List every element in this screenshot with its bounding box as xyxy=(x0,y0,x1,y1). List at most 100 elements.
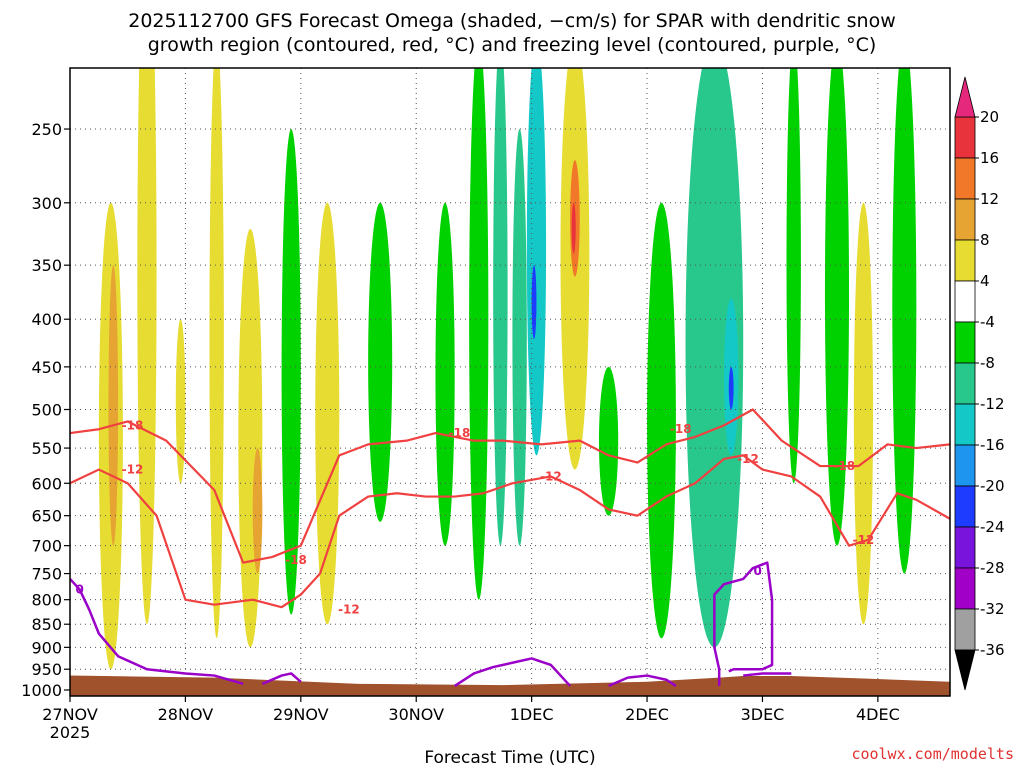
y-tick-label: 550 xyxy=(31,439,62,458)
x-tick-label: 30NOV xyxy=(388,705,444,724)
colorbar-label: -20 xyxy=(980,477,1005,495)
colorbar-bin xyxy=(954,444,976,487)
x-tick-label: 28NOV xyxy=(158,705,214,724)
colorbar-bin xyxy=(954,280,976,323)
contour-label: -18 xyxy=(285,553,307,567)
y-tick-label: 400 xyxy=(31,310,62,329)
title-line-2: growth region (contoured, red, °C) and f… xyxy=(148,34,877,56)
omega-feature xyxy=(209,68,224,639)
contour-label: 0 xyxy=(753,564,761,578)
colorbar-bin xyxy=(954,608,976,651)
omega-feature xyxy=(493,68,508,546)
plot-frame xyxy=(69,67,951,697)
freezing-contour-line xyxy=(713,561,774,686)
colorbar-bin xyxy=(954,198,976,241)
contour-label: -12 xyxy=(737,452,759,466)
y-tick-label: 300 xyxy=(31,194,62,213)
y-axis: 250 300 350 400 450 500 550 600 650 700 750 800 850 9… xyxy=(21,120,70,700)
omega-shading xyxy=(98,68,917,670)
colorbar-label: -4 xyxy=(980,313,995,331)
omega-feature xyxy=(824,68,850,546)
y-tick-label: 250 xyxy=(31,120,62,139)
y-tick-label: 650 xyxy=(31,507,62,526)
colorbar-label: 16 xyxy=(980,149,999,167)
colorbar-bin xyxy=(954,362,976,405)
colorbar-over-arrow xyxy=(954,76,976,118)
omega-feature xyxy=(531,265,537,339)
y-tick-label: 450 xyxy=(31,358,62,377)
freezing-contour-line xyxy=(454,657,572,687)
colorbar-bin xyxy=(954,526,976,569)
x-tick-label: 4DEC xyxy=(856,705,900,724)
contour-label: -12 xyxy=(338,603,360,617)
omega-feature xyxy=(685,68,744,648)
ground-surface xyxy=(70,675,950,696)
colorbar-bin xyxy=(954,321,976,364)
contour-label: -12 xyxy=(853,533,875,547)
colorbar-under-arrow xyxy=(954,649,976,691)
omega-feature xyxy=(281,129,301,615)
omega-feature xyxy=(647,202,676,639)
y-tick-label: 800 xyxy=(31,591,62,610)
omega-feature xyxy=(368,202,393,522)
omega-feature xyxy=(571,202,576,254)
omega-feature xyxy=(108,265,119,546)
omega-feature xyxy=(238,228,263,648)
contour-label: -18 xyxy=(670,422,692,436)
contour-label: -12 xyxy=(540,469,562,483)
omega-feature xyxy=(598,366,619,516)
freezing-contour-line xyxy=(70,578,244,686)
y-tick-label: 500 xyxy=(31,401,62,420)
y-tick-label: 950 xyxy=(31,660,62,679)
x-tick-label: 2DEC xyxy=(625,705,669,724)
contours: -18 -12 -18 -12 -18 -12 -18 -12 -18 -12 0 0 xyxy=(70,408,950,688)
omega-feature xyxy=(252,448,263,574)
colorbar: 20 16 12 8 4 -4 -8 -12 -16 -20 -24 -28 -32 -36 xyxy=(954,76,1005,691)
contour-label: -18 xyxy=(833,459,855,473)
omega-feature xyxy=(175,319,186,484)
colorbar-bin xyxy=(954,157,976,200)
y-tick-label: 1000 xyxy=(21,681,62,700)
omega-feature xyxy=(853,202,874,625)
dendritic-contour-line xyxy=(70,454,950,609)
colorbar-label: -12 xyxy=(980,395,1005,413)
x-tick-label: 29NOV xyxy=(273,705,329,724)
title-line-1: 2025112700 GFS Forecast Omega (shaded, −… xyxy=(128,10,896,32)
y-tick-label: 600 xyxy=(31,474,62,493)
dendritic-contour-line xyxy=(70,408,950,564)
contour-label: 0 xyxy=(75,582,83,596)
y-tick-label: 750 xyxy=(31,565,62,584)
colorbar-label: -32 xyxy=(980,600,1005,618)
freezing-contour-line xyxy=(261,672,302,686)
x-tick-label: 1DEC xyxy=(510,705,554,724)
x-axis-label: Forecast Time (UTC) xyxy=(424,748,595,768)
contour-label: -18 xyxy=(122,418,144,432)
y-tick-label: 900 xyxy=(31,638,62,657)
credit-text[interactable]: coolwx.com/modelts xyxy=(851,745,1014,763)
ground-fill xyxy=(70,675,950,696)
colorbar-label: -16 xyxy=(980,436,1005,454)
x-tick-sublabel: 2025 xyxy=(50,723,91,742)
y-tick-label: 850 xyxy=(31,615,62,634)
colorbar-label: 8 xyxy=(980,231,990,249)
colorbar-bin xyxy=(954,567,976,610)
x-tick-label: 3DEC xyxy=(741,705,785,724)
omega-feature xyxy=(786,68,801,484)
y-tick-label: 350 xyxy=(31,256,62,275)
colorbar-bin xyxy=(954,403,976,446)
colorbar-label: -8 xyxy=(980,354,995,372)
omega-feature xyxy=(469,68,489,600)
omega-feature xyxy=(137,68,157,625)
omega-feature xyxy=(315,202,340,625)
colorbar-label: 20 xyxy=(980,108,999,126)
omega-feature xyxy=(435,202,455,546)
colorbar-label: -36 xyxy=(980,641,1005,659)
x-tick-label: 27NOV xyxy=(42,705,98,724)
contour-label: -18 xyxy=(449,426,471,440)
contour-label: -12 xyxy=(122,463,144,477)
colorbar-label: -24 xyxy=(980,518,1005,536)
freezing-contour-line xyxy=(743,672,792,677)
colorbar-bin xyxy=(954,239,976,282)
